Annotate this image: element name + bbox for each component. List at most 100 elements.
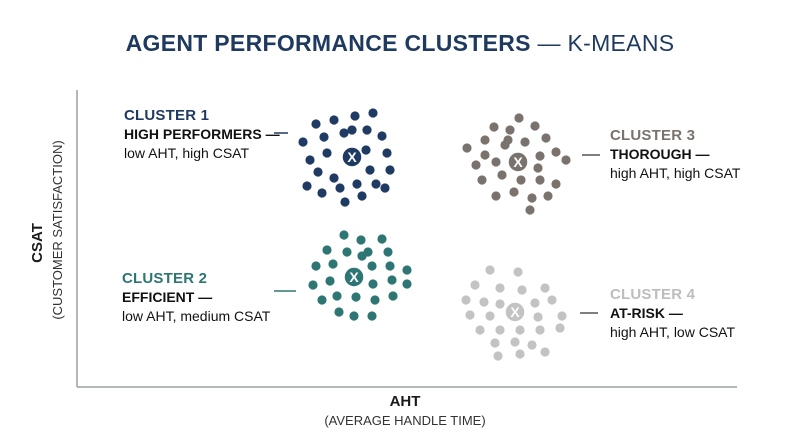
cluster-2-point (385, 261, 395, 271)
cluster-1-point (329, 173, 339, 183)
cluster-1-point (347, 125, 357, 135)
cluster-3-point (491, 191, 501, 201)
cluster-3-point (462, 143, 472, 153)
cluster-3-centroid-marker: X (513, 154, 523, 170)
chart-title-main: AGENT PERFORMANCE CLUSTERS (125, 30, 531, 56)
cluster-4-point (530, 298, 540, 308)
cluster-1-segment-line: HIGH PERFORMERS — (124, 126, 280, 142)
cluster-2-point (351, 292, 361, 302)
cluster-2-point (402, 265, 412, 275)
cluster-2-point (328, 259, 338, 269)
cluster-2-point (334, 307, 344, 317)
cluster-2-point (383, 247, 393, 257)
cluster-3-point (497, 170, 507, 180)
cluster-2-segment: EFFICIENT (122, 289, 195, 305)
cluster-2-point (325, 276, 335, 286)
cluster-3-point (561, 155, 571, 165)
cluster-3-point (525, 205, 535, 215)
cluster-1-point (298, 137, 308, 147)
cluster-1-label: CLUSTER 1 (124, 107, 210, 124)
cluster-2-description: low AHT, medium CSAT (122, 308, 271, 324)
cluster-4-point (533, 312, 543, 322)
cluster-4-point (485, 265, 495, 275)
cluster-4-point (485, 311, 495, 321)
cluster-1-point (357, 191, 367, 201)
cluster-4-point (547, 295, 557, 305)
cluster-3-point (489, 122, 499, 132)
cluster-4-point (461, 295, 471, 305)
cluster-3-point (480, 135, 490, 145)
cluster-4-point (495, 283, 505, 293)
chart-title: AGENT PERFORMANCE CLUSTERS — K-MEANS (0, 30, 800, 57)
cluster-2-point (367, 311, 377, 321)
cluster-4-point (535, 325, 545, 335)
cluster-4-point (515, 349, 525, 359)
cluster-2-point (317, 295, 327, 305)
cluster-3-point (471, 160, 481, 170)
cluster-4-centroid: X (504, 301, 526, 323)
cluster-3-centroid: X (507, 151, 529, 173)
cluster-4-centroid-marker: X (510, 304, 520, 320)
cluster-2-point (356, 235, 366, 245)
cluster-4-point (493, 351, 503, 361)
cluster-4-segment-line: AT-RISK — (610, 305, 683, 321)
cluster-4-point (555, 323, 565, 333)
cluster-2-annotation: CLUSTER 2 EFFICIENT — low AHT, medium CS… (122, 269, 270, 326)
cluster-3-point (543, 191, 553, 201)
cluster-3-label: CLUSTER 3 (610, 127, 696, 144)
cluster-3-point (520, 137, 530, 147)
cluster-1-point (368, 108, 378, 118)
cluster-2-point (368, 279, 378, 289)
data-points-layer: X X X X (298, 108, 571, 361)
cluster-4-point (517, 285, 527, 295)
cluster-2-point (339, 230, 349, 240)
cluster-1-point (302, 181, 312, 191)
x-axis-title: AHT (390, 393, 421, 410)
cluster-4-point (495, 299, 505, 309)
y-axis-title: CSAT (29, 223, 46, 263)
cluster-3-point (535, 151, 545, 161)
cluster-3-point (530, 121, 540, 131)
cluster-1-point (377, 131, 387, 141)
cluster-1-point (362, 125, 372, 135)
cluster-1-description: low AHT, high CSAT (124, 145, 250, 161)
cluster-3-point (477, 175, 487, 185)
cluster-3-point (533, 163, 543, 173)
cluster-3-point (505, 125, 515, 135)
cluster-4-point (527, 340, 537, 350)
cluster-1-annotation: CLUSTER 1 HIGH PERFORMERS — low AHT, hig… (124, 106, 280, 163)
cluster-3-point (516, 175, 526, 185)
cluster-2-centroid-marker: X (349, 269, 359, 285)
cluster-3-segment: THOROUGH (610, 146, 692, 162)
cluster-2-point (370, 295, 380, 305)
cluster-2-segment-line: EFFICIENT — (122, 289, 213, 305)
cluster-1-point (340, 197, 350, 207)
chart-title-method: K-MEANS (567, 30, 675, 56)
cluster-4-annotation: CLUSTER 4 AT-RISK — high AHT, low CSAT (610, 285, 735, 342)
cluster-2-point (357, 251, 367, 261)
cluster-4-point (495, 325, 505, 335)
cluster-1-point (361, 145, 371, 155)
cluster-4-point (479, 297, 489, 307)
cluster-2-point (308, 280, 318, 290)
cluster-1-point (365, 165, 375, 175)
cluster-1-centroid-circle (341, 146, 363, 168)
cluster-2-centroid: X (343, 266, 365, 288)
cluster-3-point (514, 113, 524, 123)
chart-title-separator: — (530, 30, 568, 56)
cluster-4-point (515, 325, 525, 335)
cluster-3-centroid-circle (507, 151, 529, 173)
cluster-4-label: CLUSTER 4 (610, 286, 696, 303)
cluster-3-point (527, 193, 537, 203)
cluster-2-point (367, 261, 377, 271)
cluster-1-point (329, 115, 339, 125)
cluster-2-point (402, 279, 412, 289)
cluster-1-point (311, 119, 321, 129)
cluster-4-point (557, 311, 567, 321)
cluster-1-point (371, 179, 381, 189)
cluster-2-point (387, 275, 397, 285)
cluster-2-point (349, 311, 359, 321)
cluster-4-description: high AHT, low CSAT (610, 324, 736, 340)
cluster-3-point (535, 175, 545, 185)
cluster-1-point (339, 128, 349, 138)
